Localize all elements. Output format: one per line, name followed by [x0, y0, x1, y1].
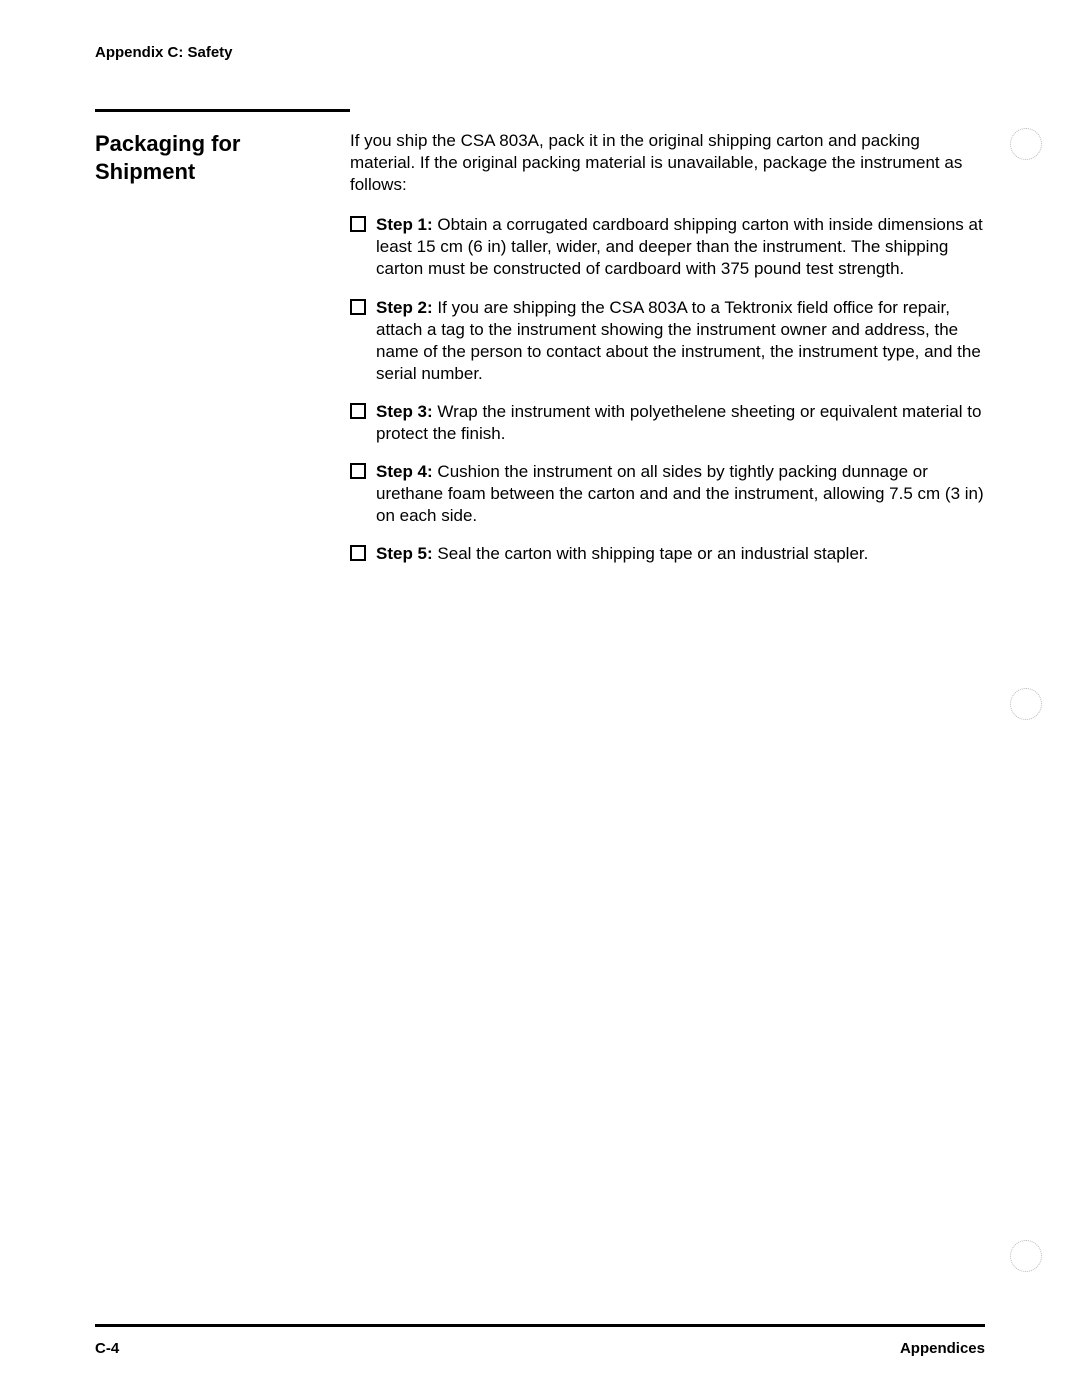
step-label: Step 3:: [376, 402, 433, 421]
checkbox-icon: [350, 299, 366, 315]
step-label: Step 5:: [376, 544, 433, 563]
punch-hole-icon: [1010, 688, 1042, 720]
running-header: Appendix C: Safety: [95, 44, 985, 61]
step-text: Step 5: Seal the carton with shipping ta…: [376, 543, 985, 565]
footer-rule: [95, 1324, 985, 1327]
step-body: Wrap the instrument with polyethelene sh…: [376, 402, 981, 443]
step-label: Step 4:: [376, 462, 433, 481]
step-body: Obtain a corrugated cardboard shipping c…: [376, 215, 983, 278]
step-text: Step 1: Obtain a corrugated cardboard sh…: [376, 214, 985, 280]
right-column: If you ship the CSA 803A, pack it in the…: [350, 130, 985, 582]
page: Appendix C: Safety Packaging for Shipmen…: [0, 0, 1080, 1397]
step-item: Step 3: Wrap the instrument with polyeth…: [350, 401, 985, 445]
left-column: Packaging for Shipment: [95, 130, 320, 185]
punch-hole-icon: [1010, 128, 1042, 160]
step-body: Cushion the instrument on all sides by t…: [376, 462, 984, 525]
checkbox-icon: [350, 545, 366, 561]
step-body: Seal the carton with shipping tape or an…: [437, 544, 868, 563]
step-text: Step 3: Wrap the instrument with polyeth…: [376, 401, 985, 445]
footer-page-number: C-4: [95, 1340, 119, 1357]
page-footer: C-4 Appendices: [95, 1340, 985, 1357]
step-item: Step 5: Seal the carton with shipping ta…: [350, 543, 985, 565]
checkbox-icon: [350, 216, 366, 232]
checkbox-icon: [350, 463, 366, 479]
checkbox-icon: [350, 403, 366, 419]
step-item: Step 2: If you are shipping the CSA 803A…: [350, 297, 985, 385]
punch-hole-icon: [1010, 1240, 1042, 1272]
content-two-col: Packaging for Shipment If you ship the C…: [95, 130, 985, 582]
step-label: Step 2:: [376, 298, 433, 317]
step-text: Step 2: If you are shipping the CSA 803A…: [376, 297, 985, 385]
step-label: Step 1:: [376, 215, 433, 234]
intro-paragraph: If you ship the CSA 803A, pack it in the…: [350, 130, 985, 196]
step-body: If you are shipping the CSA 803A to a Te…: [376, 298, 981, 383]
section-rule: [95, 109, 350, 112]
step-item: Step 4: Cushion the instrument on all si…: [350, 461, 985, 527]
section-title: Packaging for Shipment: [95, 130, 320, 185]
step-item: Step 1: Obtain a corrugated cardboard sh…: [350, 214, 985, 280]
footer-section: Appendices: [900, 1340, 985, 1357]
step-text: Step 4: Cushion the instrument on all si…: [376, 461, 985, 527]
